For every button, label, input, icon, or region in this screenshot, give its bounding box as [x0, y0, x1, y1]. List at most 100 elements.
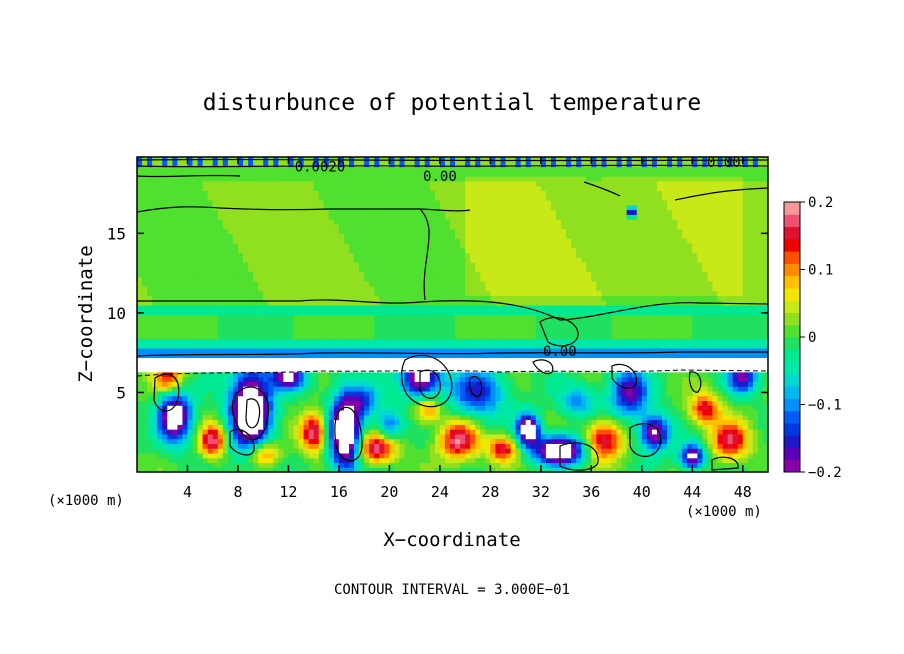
field-cell [576, 386, 582, 392]
field-cell [389, 319, 396, 325]
field-cell [571, 390, 577, 397]
field-cell [636, 433, 643, 440]
field-cell [727, 419, 734, 425]
field-cell [182, 390, 189, 397]
field-cell [298, 443, 305, 449]
field-cell [258, 357, 264, 363]
field-cell [621, 433, 628, 440]
field-cell [616, 405, 623, 411]
field-cell [606, 419, 613, 425]
field-cell [530, 462, 537, 468]
field-cell [712, 443, 719, 449]
field-cell [253, 300, 259, 306]
field-cell [374, 386, 380, 392]
field-cell [707, 362, 714, 368]
field-cell [333, 457, 340, 464]
field-cell [490, 319, 497, 325]
field-cell [480, 395, 486, 402]
field-cell [439, 304, 446, 311]
field-cell [394, 347, 401, 354]
field-cell [409, 281, 416, 287]
field-cell [308, 390, 315, 397]
field-cell [162, 467, 168, 472]
field-cell [667, 333, 673, 339]
field-cell [677, 324, 683, 330]
field-cell [333, 371, 340, 378]
field-cell [530, 328, 537, 335]
field-cell [561, 424, 567, 430]
field-cell [237, 367, 244, 373]
field-cell [682, 324, 688, 330]
field-cell [747, 419, 754, 425]
field-cell [672, 309, 678, 316]
field-cell [702, 400, 709, 406]
field-cell [677, 304, 683, 311]
field-cell [354, 343, 360, 349]
field-cell [157, 357, 163, 363]
field-cell [187, 438, 194, 444]
field-cell [490, 347, 497, 354]
field-cell [460, 285, 466, 292]
field-cell [419, 314, 426, 320]
field-cell [702, 347, 709, 354]
field-cell [248, 386, 254, 392]
field-cell [682, 343, 688, 349]
field-cell [349, 429, 355, 435]
field-cell [465, 338, 471, 344]
field-cell [434, 324, 441, 330]
field-cell [182, 295, 189, 301]
field-cell [722, 400, 729, 406]
field-cell [389, 438, 396, 444]
field-cell [566, 424, 572, 430]
field-cell [263, 448, 269, 454]
field-cell [338, 376, 345, 382]
field-cell [682, 295, 688, 301]
field-cell [212, 443, 219, 449]
field-cell [449, 319, 456, 325]
field-cell [187, 467, 194, 472]
field-cell [465, 405, 471, 411]
field-cell [152, 300, 158, 306]
field-cell [409, 424, 416, 430]
field-cell [545, 281, 552, 287]
field-cell [268, 285, 274, 292]
field-cell [364, 448, 370, 454]
field-cell [712, 424, 719, 430]
field-cell [278, 319, 284, 325]
field-cell [369, 281, 375, 287]
field-cell [409, 429, 416, 435]
field-cell [359, 338, 365, 344]
field-cell [510, 405, 517, 411]
field-cell [354, 438, 360, 444]
field-cell [636, 424, 643, 430]
field-cell [288, 324, 295, 330]
field-cell [722, 304, 729, 311]
field-cell [651, 400, 658, 406]
field-cell [525, 371, 532, 378]
field-cell [197, 433, 204, 440]
field-cell [298, 352, 305, 359]
field-cell [273, 367, 279, 373]
field-cell [747, 405, 754, 411]
field-cell [167, 405, 173, 411]
field-cell [379, 429, 385, 435]
field-cell [752, 343, 759, 349]
field-cell [207, 467, 214, 472]
field-cell [404, 347, 411, 354]
field-cell [167, 347, 173, 354]
field-cell [692, 371, 698, 378]
field-cell [525, 457, 532, 464]
field-cell [384, 295, 390, 301]
field-cell [757, 462, 764, 468]
field-cell [757, 300, 764, 306]
field-cell [207, 400, 214, 406]
field-cell [717, 448, 724, 454]
field-cell [293, 433, 300, 440]
field-cell [263, 347, 269, 354]
field-cell [419, 338, 426, 344]
field-cell [500, 448, 507, 454]
field-cell [323, 285, 330, 292]
field-cell [505, 281, 512, 287]
field-cell [434, 367, 441, 373]
field-cell [500, 295, 507, 301]
